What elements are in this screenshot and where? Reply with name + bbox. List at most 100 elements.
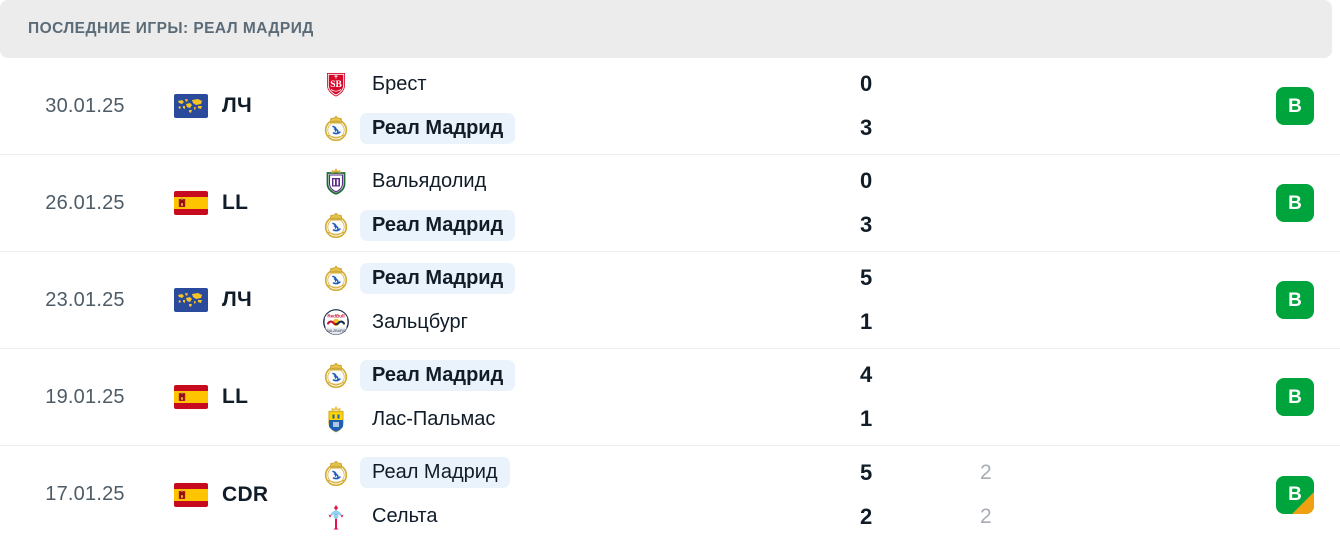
status-badge[interactable]: В [1276,281,1314,319]
score-away: 3 [860,212,873,237]
competition-code: ЛЧ [222,288,253,311]
real-madrid-crest [324,115,348,142]
las-palmas-crest [328,406,344,433]
penalty-score-away [970,401,1090,437]
score-away: 1 [860,406,873,431]
penalty-score-away [970,110,1090,146]
teams-cell: Вальядолид Реал Мадрид [320,163,850,243]
team-away[interactable]: Реал Мадрид [322,207,850,243]
score-home: 5 [860,265,873,290]
brest-crest: SB [327,73,345,97]
spain-flag-icon [174,482,208,507]
penalty-score-cell [970,260,1090,340]
team-away[interactable]: Реал Мадрид [322,110,850,146]
penalty-score-away: 2 [980,504,992,528]
competition-cell[interactable]: ЛЧ [170,94,320,118]
team-name: Реал Мадрид [360,359,516,391]
team-away[interactable]: Лас-Пальмас [322,401,850,437]
penalty-score-home [970,66,1090,102]
spain-flag-icon [174,191,208,215]
competition-cell[interactable]: CDR [170,482,320,507]
real-madrid-crest [324,460,348,486]
team-name: Лас-Пальмас [372,407,496,430]
real-madrid-crest [324,212,348,239]
real-madrid-crest [324,265,348,292]
match-row[interactable]: 26.01.25 LL Вальядолид Реал Ма [0,155,1340,252]
score-away: 3 [860,115,873,140]
score-home: 0 [860,168,873,193]
score-home: 0 [860,71,873,96]
result-letter: В [1288,386,1302,408]
match-row[interactable]: 17.01.25 CDR Реал Мадрид Сельта 5 2 2 2 В [0,446,1340,543]
competition-code: CDR [222,482,269,506]
result-letter: В [1288,95,1302,117]
competition-code: ЛЧ [222,94,253,117]
result-cell: В [1250,475,1340,514]
match-date: 26.01.25 [45,191,125,214]
team-name: Реал Мадрид [360,262,516,294]
status-badge[interactable]: В [1276,184,1314,222]
result-cell: В [1250,281,1340,319]
competition-code: LL [222,385,249,408]
score-away: 2 [860,503,873,529]
result-letter: В [1288,289,1302,311]
team-away[interactable]: RedBull SALZBURG Зальцбург [322,304,850,340]
result-cell: В [1250,87,1340,125]
match-row[interactable]: 19.01.25 LL Реал Мадрид Л [0,349,1340,446]
penalty-score-home: 2 [980,460,992,484]
competition-cell[interactable]: LL [170,191,320,215]
team-home[interactable]: Реал Мадрид [322,260,850,296]
team-home[interactable]: Вальядолид [322,163,850,199]
result-letter: В [1288,484,1302,505]
matches-list: 30.01.25 ЛЧ SB Брест [0,58,1340,543]
match-date: 19.01.25 [45,385,125,408]
celta-crest [328,504,344,529]
competition-cell[interactable]: LL [170,385,320,409]
real-madrid-crest [324,362,348,389]
valladolid-crest [326,168,346,195]
score-home: 5 [860,459,873,485]
score-away: 1 [860,309,873,334]
penalty-score-away [970,207,1090,243]
result-cell: В [1250,184,1340,222]
match-row[interactable]: 30.01.25 ЛЧ SB Брест [0,58,1340,155]
score-home: 4 [860,362,873,387]
penalty-score-cell [970,357,1090,437]
team-name: Реал Мадрид [360,457,510,488]
competition-cell[interactable]: ЛЧ [170,288,320,312]
team-name: Реал Мадрид [360,209,516,241]
team-name: Сельта [372,505,438,527]
result-letter: В [1288,192,1302,214]
status-badge[interactable]: В [1276,87,1314,125]
penalty-score-home [970,260,1090,296]
svg-text:SALZBURG: SALZBURG [326,329,346,333]
panel-header: ПОСЛЕДНИЕ ИГРЫ: РЕАЛ МАДРИД [0,0,1332,58]
penalty-corner-marker [1292,491,1314,514]
team-away[interactable]: Сельта [322,499,850,535]
team-home[interactable]: Реал Мадрид [322,455,850,491]
penalty-score-cell [970,163,1090,243]
match-row[interactable]: 23.01.25 ЛЧ Реал Мадрид RedBull [0,252,1340,349]
match-date: 17.01.25 [45,483,125,505]
team-home[interactable]: SB Брест [322,66,850,102]
ucl-icon [174,94,208,118]
teams-cell: Реал Мадрид Сельта [320,455,850,535]
status-badge[interactable]: В [1276,475,1314,514]
penalty-score-away [970,304,1090,340]
status-badge[interactable]: В [1276,378,1314,416]
team-name: Зальцбург [372,310,468,333]
ucl-icon [174,288,208,312]
spain-flag-icon [174,385,208,409]
svg-text:RedBull: RedBull [327,314,344,319]
team-home[interactable]: Реал Мадрид [322,357,850,393]
teams-cell: Реал Мадрид Лас-Пальмас [320,357,850,437]
penalty-score-cell [970,66,1090,146]
penalty-score-home [970,357,1090,393]
competition-code: LL [222,191,249,214]
